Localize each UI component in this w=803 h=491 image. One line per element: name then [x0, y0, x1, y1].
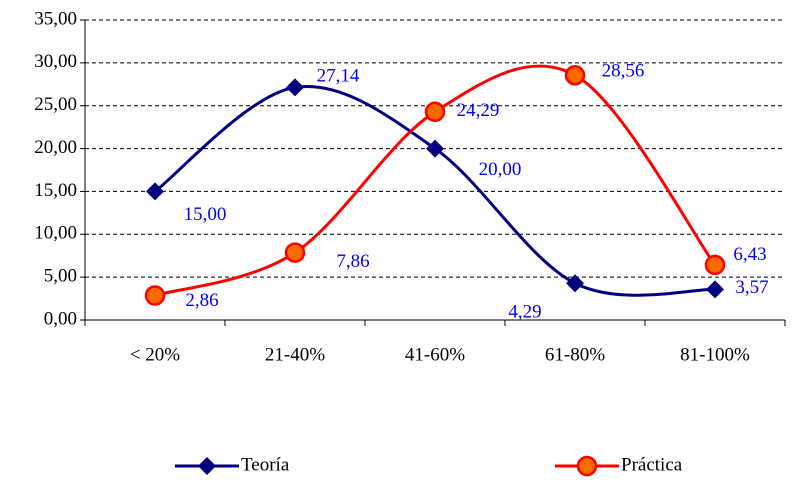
data-label: 6,43	[733, 244, 766, 265]
y-tick-label: 15,00	[34, 180, 77, 201]
x-tick-label: 41-60%	[405, 344, 465, 365]
x-tick-label: 61-80%	[545, 344, 605, 365]
data-label: 7,86	[336, 251, 369, 272]
x-tick-label: < 20%	[130, 344, 180, 365]
y-tick-label: 25,00	[34, 94, 77, 115]
data-point	[286, 78, 304, 97]
legend-label: Práctica	[621, 454, 683, 475]
data-point	[704, 254, 726, 276]
y-tick-label: 20,00	[34, 137, 77, 158]
data-label: 15,00	[184, 204, 227, 225]
data-label: 3,57	[735, 277, 768, 298]
y-tick-label: 5,00	[44, 266, 77, 287]
data-label: 4,29	[508, 302, 541, 323]
data-point	[146, 182, 164, 201]
data-point	[144, 285, 166, 306]
y-tick-label: 10,00	[34, 223, 77, 244]
data-label: 20,00	[479, 159, 522, 180]
data-point	[566, 274, 584, 293]
x-tick-label: 21-40%	[265, 344, 325, 365]
data-point	[706, 280, 724, 299]
data-point	[424, 101, 446, 123]
data-point	[284, 242, 306, 263]
legend-marker	[198, 457, 216, 475]
y-tick-label: 30,00	[34, 51, 77, 72]
legend-marker	[576, 455, 598, 477]
data-point	[426, 139, 444, 158]
data-label: 24,29	[457, 100, 500, 121]
x-tick-label: 81-100%	[680, 344, 750, 365]
data-point	[564, 64, 586, 86]
data-label: 27,14	[317, 66, 360, 87]
y-tick-label: 35,00	[34, 8, 77, 29]
legend-label: Teoría	[241, 454, 290, 475]
data-label: 28,56	[602, 61, 645, 82]
series-line	[154, 64, 717, 297]
y-tick-label: 0,00	[44, 308, 77, 329]
data-label: 2,86	[185, 290, 218, 311]
